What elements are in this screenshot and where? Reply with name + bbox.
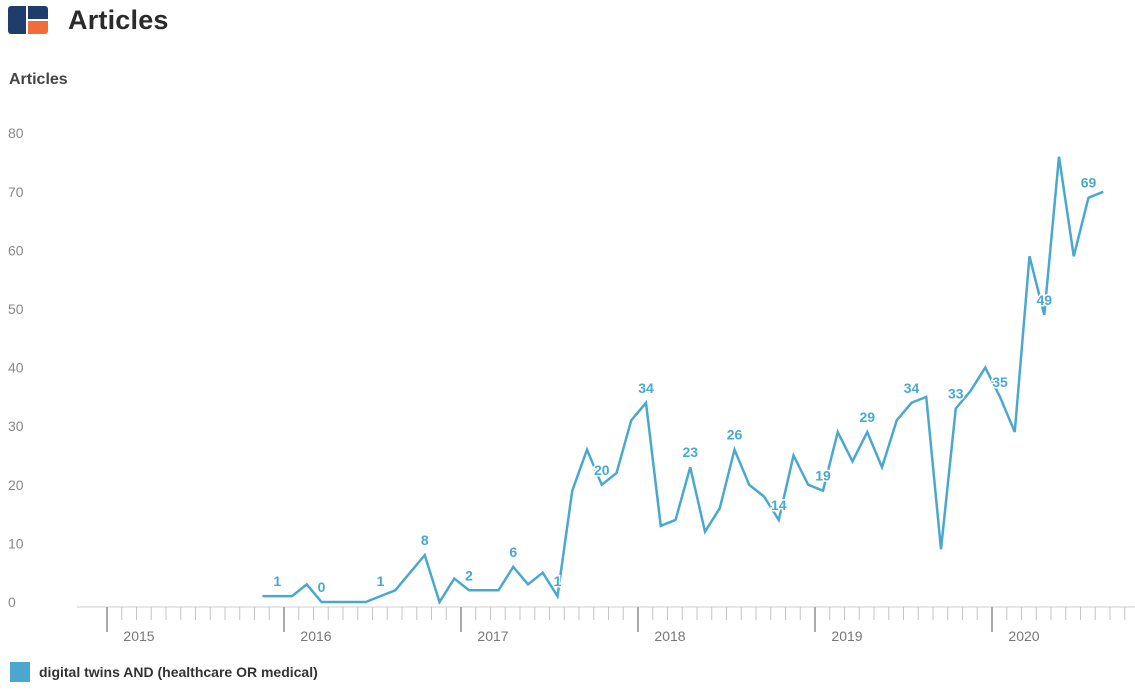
data-label: 23 — [682, 444, 698, 460]
data-label: 2 — [465, 567, 473, 583]
data-label: 1 — [273, 573, 281, 589]
publication-logo — [8, 6, 48, 34]
x-tick-label: 2017 — [477, 628, 508, 644]
data-label: 34 — [638, 380, 654, 396]
x-tick-label: 2019 — [831, 628, 862, 644]
y-tick-label: 60 — [8, 242, 24, 258]
x-tick-label: 2020 — [1008, 628, 1039, 644]
data-label: 49 — [1036, 292, 1052, 308]
data-label: 33 — [948, 386, 964, 402]
data-label: 19 — [815, 468, 831, 484]
data-label: 20 — [594, 462, 610, 478]
data-label: 34 — [904, 380, 920, 396]
data-label: 69 — [1081, 175, 1097, 191]
data-label: 29 — [859, 409, 875, 425]
page-title: Articles — [68, 4, 169, 35]
data-label: 14 — [771, 497, 787, 513]
data-label: 0 — [318, 579, 326, 595]
data-label: 26 — [727, 427, 743, 443]
data-label: 1 — [554, 573, 562, 589]
chart-title: Articles — [9, 71, 68, 88]
series-line — [262, 156, 1104, 605]
y-tick-label: 70 — [8, 184, 24, 200]
chart-legend[interactable]: digital twins AND (healthcare OR medical… — [10, 662, 318, 682]
x-tick-label: 2015 — [123, 628, 154, 644]
data-label: 6 — [509, 544, 517, 560]
x-tick-label: 2016 — [300, 628, 331, 644]
y-tick-label: 0 — [8, 594, 16, 610]
x-tick-label: 2018 — [654, 628, 685, 644]
data-label: 8 — [421, 532, 429, 548]
y-tick-label: 30 — [8, 418, 24, 434]
y-tick-label: 20 — [8, 477, 24, 493]
y-tick-label: 10 — [8, 535, 24, 551]
data-label: 35 — [992, 374, 1008, 390]
legend-swatch — [10, 662, 30, 682]
y-tick-label: 80 — [8, 125, 24, 141]
y-tick-label: 40 — [8, 360, 24, 376]
data-label: 1 — [377, 573, 385, 589]
legend-label: digital twins AND (healthcare OR medical… — [39, 664, 318, 680]
page-header: Articles — [8, 0, 169, 40]
y-tick-label: 50 — [8, 301, 24, 317]
